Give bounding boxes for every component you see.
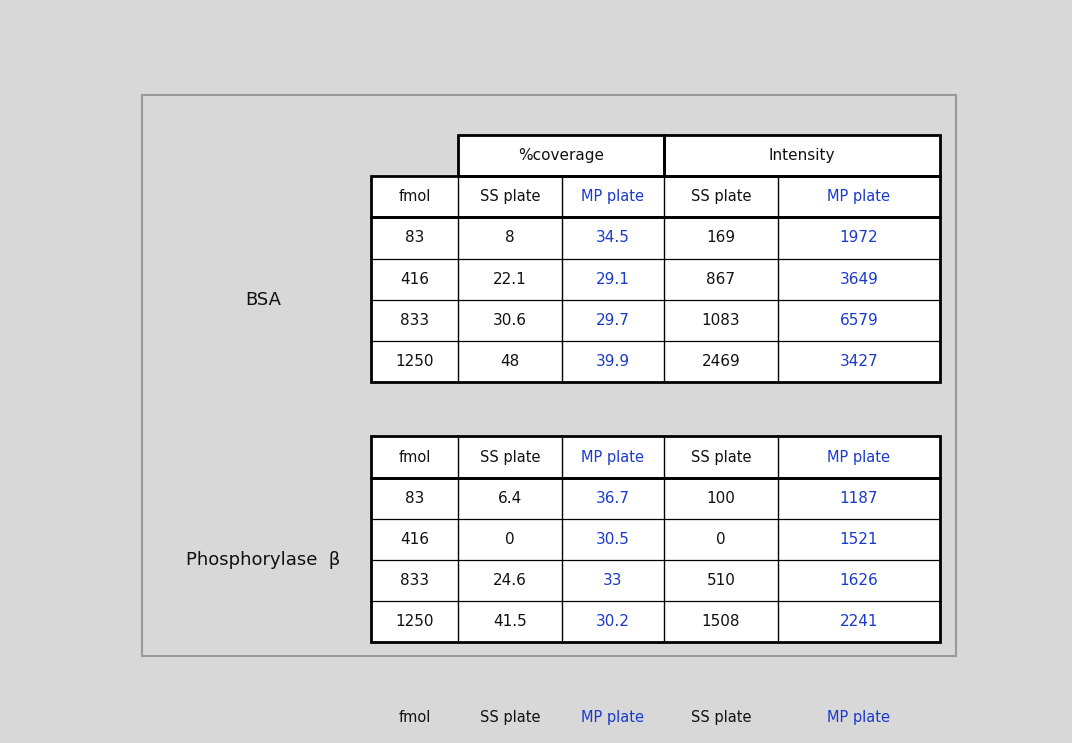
Text: SS plate: SS plate xyxy=(479,710,540,725)
Text: Phosphorylase  β: Phosphorylase β xyxy=(185,551,340,569)
Text: MP plate: MP plate xyxy=(581,450,644,464)
Text: SS plate: SS plate xyxy=(690,450,751,464)
Text: SS plate: SS plate xyxy=(479,189,540,204)
Text: 39.9: 39.9 xyxy=(596,354,630,369)
Text: MP plate: MP plate xyxy=(581,189,644,204)
Text: 169: 169 xyxy=(706,230,735,245)
Text: 0: 0 xyxy=(505,532,515,547)
Bar xyxy=(371,436,940,478)
Text: 1187: 1187 xyxy=(839,490,878,506)
Bar xyxy=(664,135,940,176)
Bar xyxy=(371,217,940,382)
Text: 867: 867 xyxy=(706,272,735,287)
Text: SS plate: SS plate xyxy=(479,450,540,464)
Text: 0: 0 xyxy=(716,532,726,547)
Text: 416: 416 xyxy=(400,272,429,287)
Text: 41.5: 41.5 xyxy=(493,614,526,629)
Text: fmol: fmol xyxy=(398,710,431,725)
Bar xyxy=(371,176,940,217)
Text: 36.7: 36.7 xyxy=(596,490,630,506)
Text: 1521: 1521 xyxy=(839,532,878,547)
Text: MP plate: MP plate xyxy=(581,710,644,725)
Text: 1250: 1250 xyxy=(396,614,434,629)
Bar xyxy=(371,697,940,738)
Text: 416: 416 xyxy=(400,532,429,547)
Text: Intensity: Intensity xyxy=(769,148,835,163)
Text: fmol: fmol xyxy=(398,450,431,464)
Text: 510: 510 xyxy=(706,573,735,588)
Text: SS plate: SS plate xyxy=(690,710,751,725)
Text: 34.5: 34.5 xyxy=(596,230,630,245)
Text: 100: 100 xyxy=(706,490,735,506)
Text: 3427: 3427 xyxy=(839,354,878,369)
Text: 1626: 1626 xyxy=(839,573,878,588)
Text: 48: 48 xyxy=(501,354,520,369)
Text: 1083: 1083 xyxy=(702,313,741,328)
Text: 24.6: 24.6 xyxy=(493,573,526,588)
Text: 33: 33 xyxy=(604,573,623,588)
Text: 833: 833 xyxy=(400,313,429,328)
Text: 29.7: 29.7 xyxy=(596,313,630,328)
Bar xyxy=(458,135,664,176)
Text: SS plate: SS plate xyxy=(690,189,751,204)
Text: 6579: 6579 xyxy=(839,313,878,328)
Text: MP plate: MP plate xyxy=(828,450,891,464)
Text: 30.6: 30.6 xyxy=(493,313,527,328)
Text: 30.5: 30.5 xyxy=(596,532,630,547)
Text: 30.2: 30.2 xyxy=(596,614,630,629)
Bar xyxy=(371,738,940,743)
Text: MP plate: MP plate xyxy=(828,710,891,725)
Text: BSA: BSA xyxy=(244,291,281,308)
Text: 833: 833 xyxy=(400,573,429,588)
Text: 6.4: 6.4 xyxy=(497,490,522,506)
Text: 22.1: 22.1 xyxy=(493,272,526,287)
Text: 1250: 1250 xyxy=(396,354,434,369)
Bar xyxy=(371,478,940,643)
Text: 83: 83 xyxy=(405,230,425,245)
Text: 1508: 1508 xyxy=(702,614,740,629)
Text: MP plate: MP plate xyxy=(828,189,891,204)
Text: 2469: 2469 xyxy=(701,354,741,369)
Text: 83: 83 xyxy=(405,490,425,506)
Text: 8: 8 xyxy=(505,230,515,245)
Text: 3649: 3649 xyxy=(839,272,878,287)
Text: fmol: fmol xyxy=(398,189,431,204)
Text: 1972: 1972 xyxy=(839,230,878,245)
Text: 2241: 2241 xyxy=(839,614,878,629)
Text: %coverage: %coverage xyxy=(518,148,604,163)
Text: 29.1: 29.1 xyxy=(596,272,630,287)
